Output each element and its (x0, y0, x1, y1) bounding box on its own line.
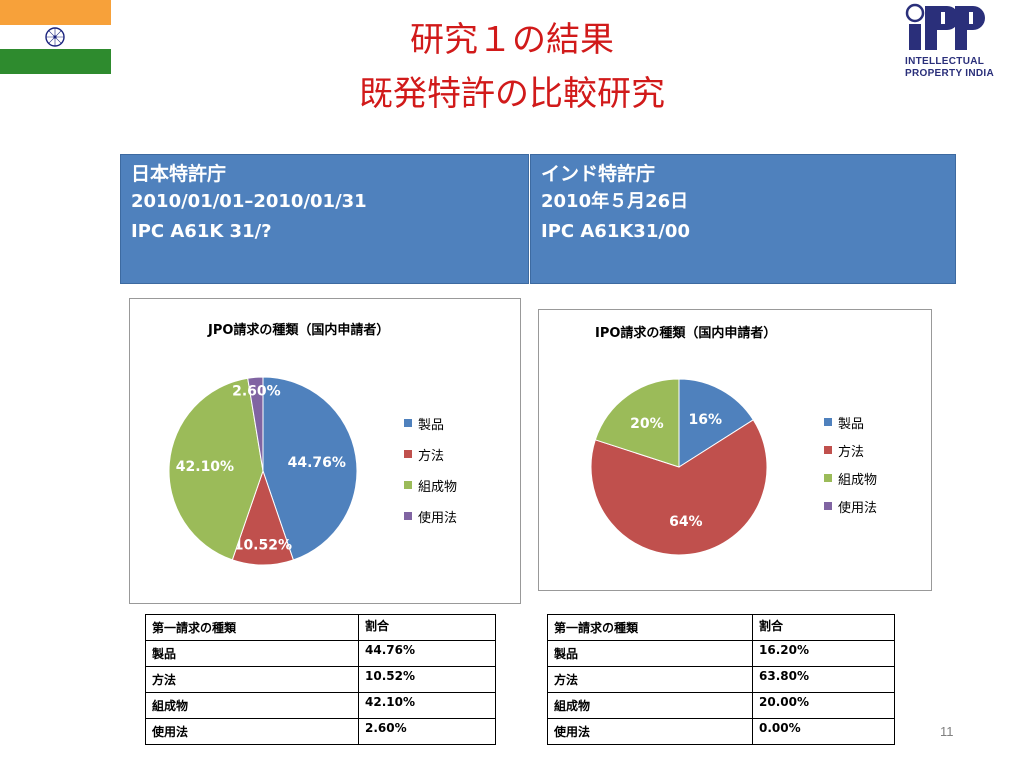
pie-slice (594, 378, 680, 468)
legend-swatch (824, 418, 832, 426)
pie-data-label: 44.76% (288, 455, 346, 471)
table-cell: 方法 (145, 666, 359, 693)
table-row: 製品 44.76% (145, 640, 496, 667)
ipo-info-box: インド特許庁 2010年５月26日 IPC A61K31/00 (530, 154, 956, 284)
jpo-info-box: 日本特許庁 2010/01/01–2010/01/31 IPC A61K 31/… (120, 154, 529, 284)
table-row: 方法 63.80% (547, 666, 895, 693)
india-flag-image (0, 0, 111, 74)
logo-text-line2: PROPERTY INDIA (905, 68, 995, 79)
legend-item-method: 方法 (824, 442, 877, 460)
pie-data-label: 64% (669, 514, 703, 530)
legend-item-composition: 組成物 (404, 477, 458, 495)
slide-title-line2: 既発特許の比較研究 (359, 74, 665, 114)
legend-swatch (404, 512, 412, 520)
legend-label: 方法 (838, 444, 865, 460)
jpo-legend: 製品 方法 組成物 使用法 (404, 415, 458, 526)
table-cell: 組成物 (145, 692, 359, 719)
jpo-claims-table: 第一請求の種類 割合 製品 44.76% 方法 10.52% 組成物 42.10… (145, 614, 496, 745)
jpo-info-ipc: IPC A61K 31/? (131, 221, 272, 242)
table-cell: 製品 (145, 640, 359, 667)
pie-data-label: 2.60% (232, 383, 281, 399)
ip-india-logo: INTELLECTUAL PROPERTY INDIA (903, 0, 1024, 82)
table-cell: 製品 (547, 640, 753, 667)
pie-data-label: 16% (689, 412, 723, 428)
logo-text-line1: INTELLECTUAL (905, 56, 985, 67)
jpo-pie-chart: JPO請求の種類（国内申請者） 44.76% 10.52% 42.10% 2.60% … (129, 298, 521, 604)
legend-label: 製品 (838, 416, 865, 432)
table-cell: 20.00% (752, 692, 895, 719)
table-header-row: 第一請求の種類 割合 (547, 614, 895, 641)
legend-item-use: 使用法 (824, 498, 878, 516)
legend-item-product: 製品 (824, 414, 877, 432)
table-cell: 0.00% (752, 718, 895, 745)
jpo-chart-title: JPO請求の種類（国内申請者） (208, 323, 390, 338)
pie-slice (247, 376, 264, 472)
legend-swatch (404, 419, 412, 427)
table-header-row: 第一請求の種類 割合 (145, 614, 496, 641)
ipo-chart-title: IPO請求の種類（国内申請者） (595, 326, 777, 341)
table-cell: 10.52% (358, 666, 496, 693)
pie-data-label: 10.52% (234, 537, 292, 553)
legend-label: 使用法 (838, 500, 878, 516)
ipo-pie-svg: 16% 64% 20% (590, 378, 768, 556)
legend-label: 組成物 (838, 472, 878, 488)
table-header-cell: 割合 (358, 614, 496, 641)
table-row: 方法 10.52% (145, 666, 496, 693)
legend-item-use: 使用法 (404, 508, 458, 526)
pie-slice (678, 378, 754, 468)
pie-data-label: 20% (630, 416, 664, 432)
table-cell: 方法 (547, 666, 753, 693)
pie-slice (262, 376, 358, 561)
legend-swatch (404, 450, 412, 458)
ip-logo-mark-icon (905, 3, 985, 50)
slide-title-line1: 研究１の結果 (410, 20, 614, 60)
table-header-cell: 第一請求の種類 (547, 614, 753, 641)
legend-item-method: 方法 (404, 446, 457, 464)
ipo-claims-table: 第一請求の種類 割合 製品 16.20% 方法 63.80% 組成物 20.00… (547, 614, 895, 745)
ipo-legend: 製品 方法 組成物 使用法 (824, 414, 878, 516)
table-row: 組成物 42.10% (145, 692, 496, 719)
legend-item-composition: 組成物 (824, 470, 878, 488)
ipo-pie-chart: IPO請求の種類（国内申請者） 16% 64% 20% 製品 方法 組成物 使用法 (538, 309, 932, 591)
ashoka-chakra-icon (45, 26, 65, 47)
ipo-info-heading: インド特許庁 (541, 163, 656, 185)
ipo-info-ipc: IPC A61K31/00 (541, 221, 690, 242)
legend-item-product: 製品 (404, 415, 457, 433)
legend-label: 使用法 (418, 510, 458, 526)
pie-slice (168, 377, 264, 561)
legend-swatch (824, 474, 832, 482)
table-row: 製品 16.20% (547, 640, 895, 667)
table-cell: 組成物 (547, 692, 753, 719)
table-header-cell: 第一請求の種類 (145, 614, 359, 641)
page-number: 11 (940, 724, 954, 739)
jpo-info-heading: 日本特許庁 (131, 163, 227, 185)
table-cell: 44.76% (358, 640, 496, 667)
table-row: 組成物 20.00% (547, 692, 895, 719)
table-row: 使用法 2.60% (145, 718, 496, 745)
legend-label: 組成物 (418, 479, 458, 495)
legend-swatch (824, 502, 832, 510)
legend-label: 製品 (418, 417, 445, 433)
table-cell: 16.20% (752, 640, 895, 667)
table-cell: 2.60% (358, 718, 496, 745)
pie-data-label: 42.10% (176, 459, 234, 475)
table-header-cell: 割合 (752, 614, 895, 641)
table-cell: 63.80% (752, 666, 895, 693)
jpo-info-date-range: 2010/01/01–2010/01/31 (131, 191, 367, 212)
pie-slice (590, 419, 768, 556)
ipo-info-date: 2010年５月26日 (541, 191, 689, 212)
legend-swatch (404, 481, 412, 489)
jpo-pie-svg: 44.76% 10.52% 42.10% 2.60% (168, 376, 358, 566)
table-cell: 42.10% (358, 692, 496, 719)
legend-label: 方法 (418, 448, 445, 464)
table-cell: 使用法 (547, 718, 753, 745)
table-cell: 使用法 (145, 718, 359, 745)
legend-swatch (824, 446, 832, 454)
table-row: 使用法 0.00% (547, 718, 895, 745)
